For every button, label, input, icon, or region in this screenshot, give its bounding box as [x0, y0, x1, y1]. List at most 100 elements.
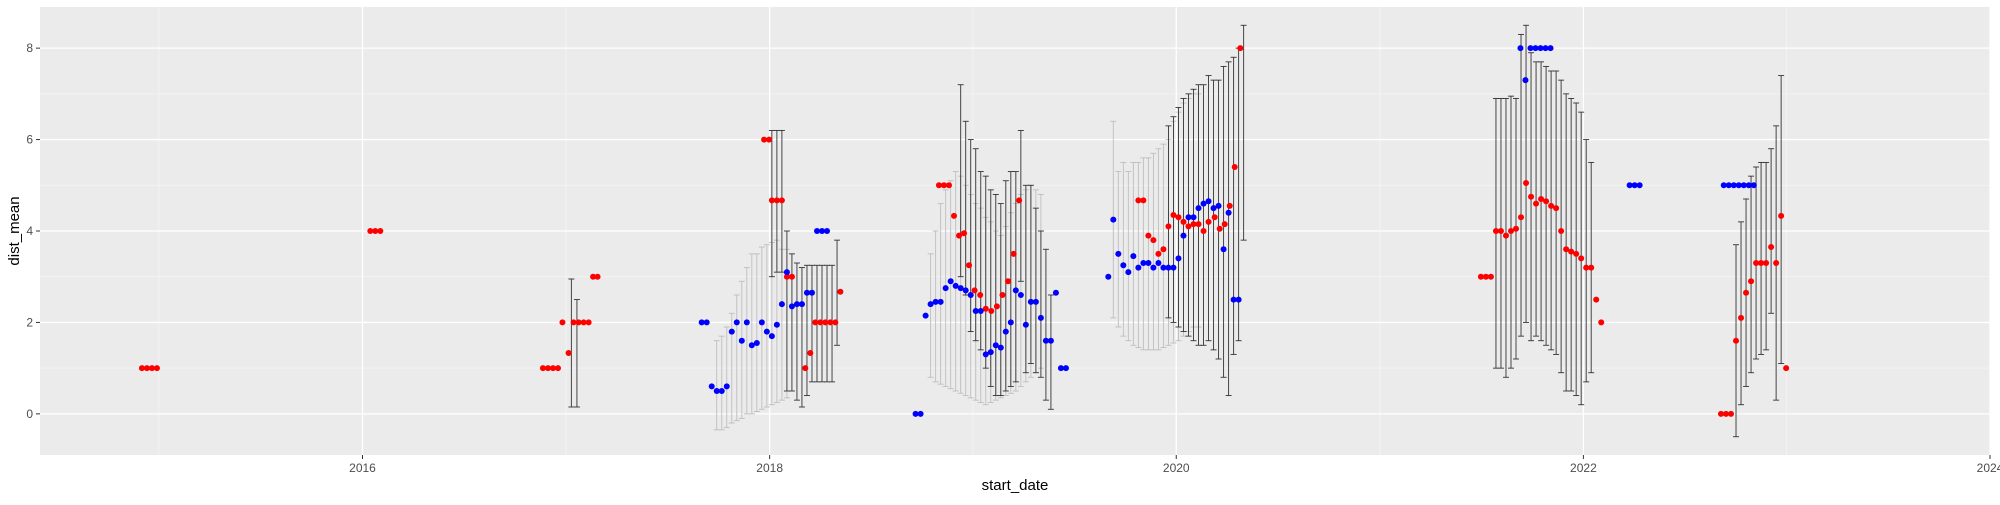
data-point — [1487, 273, 1494, 280]
data-point — [1573, 250, 1580, 257]
data-point — [1548, 202, 1555, 209]
data-point — [773, 197, 780, 204]
data-point — [1722, 410, 1729, 417]
data-point — [1497, 228, 1504, 234]
error-bar — [718, 335, 725, 431]
data-point — [153, 365, 160, 372]
data-point — [1160, 246, 1167, 253]
error-bar — [753, 253, 760, 413]
data-point — [1027, 298, 1034, 305]
error-bar — [1002, 180, 1009, 392]
data-point — [367, 228, 374, 234]
data-point — [987, 349, 994, 356]
data-point — [922, 312, 929, 319]
data-point — [783, 273, 790, 280]
data-point — [559, 319, 566, 326]
data-point — [942, 285, 949, 292]
error-bar — [834, 239, 841, 346]
data-point — [1185, 223, 1192, 230]
data-point — [1502, 232, 1509, 239]
data-point — [803, 289, 810, 296]
data-point — [967, 292, 974, 298]
data-point — [138, 365, 145, 372]
data-point — [1728, 410, 1735, 417]
data-point — [951, 212, 958, 219]
data-point — [718, 388, 725, 394]
data-point — [977, 308, 984, 314]
data-point — [1547, 45, 1554, 52]
data-point — [1518, 214, 1525, 221]
y-tick-label: 8 — [26, 41, 33, 55]
data-point — [539, 365, 546, 372]
data-point — [372, 228, 379, 234]
data-point — [544, 365, 551, 372]
error-bar — [1563, 93, 1570, 392]
data-point — [1733, 337, 1740, 344]
error-bar — [1533, 61, 1540, 337]
data-point — [768, 333, 775, 340]
y-tick-label: 2 — [26, 315, 33, 329]
error-bar — [1150, 152, 1157, 351]
data-point — [997, 344, 1004, 351]
error-bar — [1518, 33, 1525, 337]
error-bar — [1553, 70, 1560, 355]
error-bar — [743, 267, 750, 415]
error-bar — [1763, 161, 1770, 351]
error-bar — [1548, 70, 1555, 351]
error-bar — [1738, 221, 1745, 406]
data-point — [1568, 248, 1575, 255]
data-point — [1057, 365, 1064, 372]
error-bar — [1230, 56, 1237, 355]
error-bar — [1037, 230, 1044, 378]
error-bar — [1195, 84, 1202, 346]
data-point — [832, 319, 839, 326]
data-point — [1553, 205, 1560, 212]
data-point — [1237, 45, 1244, 52]
data-point — [912, 410, 919, 417]
error-bar — [713, 340, 720, 431]
data-point — [761, 136, 768, 143]
data-point — [1717, 410, 1724, 417]
error-bar — [1573, 102, 1580, 397]
error-bar — [793, 262, 800, 401]
error-bar — [992, 193, 999, 397]
data-point — [999, 292, 1006, 298]
data-point — [728, 328, 735, 335]
data-point — [766, 136, 773, 143]
data-point — [1135, 197, 1142, 204]
data-point — [952, 282, 959, 289]
data-point — [580, 319, 587, 326]
data-point — [1220, 246, 1227, 253]
error-bar — [977, 171, 984, 351]
data-point — [977, 292, 984, 298]
data-point — [783, 269, 790, 276]
data-point — [932, 298, 939, 305]
data-point — [1783, 365, 1790, 372]
data-point — [1110, 216, 1117, 223]
data-point — [1012, 287, 1019, 294]
data-point — [778, 197, 785, 204]
data-point — [837, 288, 844, 295]
error-bar — [798, 267, 805, 408]
data-point — [822, 319, 829, 326]
data-point — [1037, 314, 1044, 321]
error-bar — [1165, 125, 1172, 319]
data-point — [1231, 164, 1238, 170]
data-point — [1588, 264, 1595, 271]
data-point — [1180, 218, 1187, 225]
data-point — [1211, 214, 1218, 221]
data-point — [594, 273, 601, 280]
error-bar — [748, 253, 755, 415]
data-point — [1778, 212, 1785, 219]
data-point — [813, 228, 820, 234]
data-point — [1062, 365, 1069, 372]
data-point — [788, 273, 795, 280]
error-bar — [1115, 171, 1122, 328]
error-bar — [1145, 157, 1152, 351]
data-point — [743, 319, 750, 326]
data-point — [565, 350, 572, 357]
error-bar — [1583, 139, 1590, 383]
error-bar — [1120, 161, 1127, 337]
error-bar — [1125, 171, 1132, 342]
data-point — [1543, 198, 1550, 205]
